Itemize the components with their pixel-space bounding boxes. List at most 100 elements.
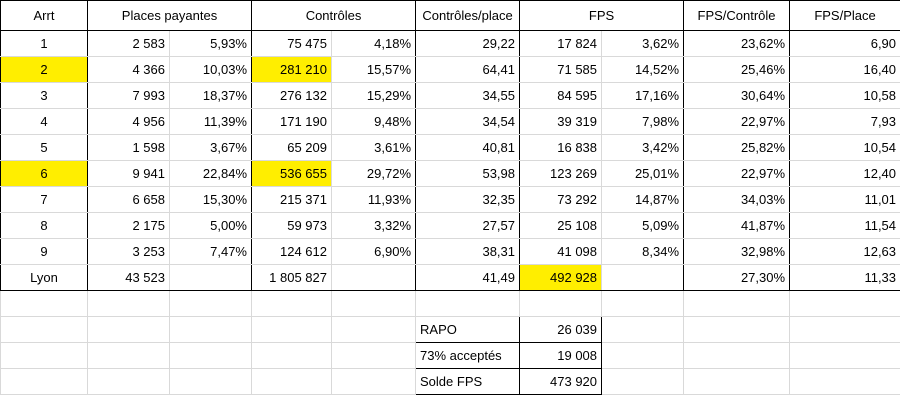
cell-controles-place[interactable]: 29,22 [415,30,521,57]
cell-fps-controle[interactable]: 41,87% [683,212,791,239]
empty-cell[interactable] [169,316,252,343]
cell-places[interactable]: 4 366 [87,56,170,83]
cell-fps-pct[interactable]: 25,01% [601,160,685,187]
cell-controles[interactable]: 276 132 [251,82,332,109]
cell-total-places-pct[interactable] [169,264,252,291]
cell-fps-place[interactable]: 10,54 [789,134,900,161]
summary-label[interactable]: 73% acceptés [415,342,521,369]
summary-value[interactable]: 473 920 [519,368,603,395]
empty-cell[interactable] [789,368,900,395]
cell-controles-place[interactable]: 34,54 [415,108,521,135]
cell-fps-pct[interactable]: 3,62% [601,30,685,57]
cell-fps-pct[interactable]: 14,52% [601,56,685,83]
cell-total-controles[interactable]: 1 805 827 [251,264,332,291]
cell-places[interactable]: 2 583 [87,30,170,57]
cell-controles-place[interactable]: 64,41 [415,56,521,83]
cell-controles[interactable]: 65 209 [251,134,332,161]
cell-fps-controle[interactable]: 30,64% [683,82,791,109]
empty-cell[interactable] [251,290,332,317]
cell-fps-place[interactable]: 10,58 [789,82,900,109]
cell-fps-place[interactable]: 6,90 [789,30,900,57]
cell-total-fps-controle[interactable]: 27,30% [683,264,791,291]
cell-total-arrt[interactable]: Lyon [0,264,88,291]
cell-places-pct[interactable]: 10,03% [169,56,252,83]
empty-cell[interactable] [683,316,791,343]
cell-places[interactable]: 3 253 [87,238,170,265]
cell-places[interactable]: 7 993 [87,82,170,109]
cell-controles-place[interactable]: 53,98 [415,160,521,187]
summary-value[interactable]: 26 039 [519,316,603,343]
header-places-payantes[interactable]: Places payantes [87,0,252,31]
cell-places[interactable]: 2 175 [87,212,170,239]
empty-cell[interactable] [683,342,791,369]
cell-places-pct[interactable]: 7,47% [169,238,252,265]
empty-cell[interactable] [601,342,685,369]
cell-arrt[interactable]: 9 [0,238,88,265]
empty-cell[interactable] [330,316,417,343]
empty-cell[interactable] [251,368,332,395]
cell-fps-controle[interactable]: 22,97% [683,160,791,187]
cell-arrt[interactable]: 7 [0,186,88,213]
cell-fps-controle[interactable]: 32,98% [683,238,791,265]
cell-fps-pct[interactable]: 14,87% [601,186,685,213]
cell-controles-place[interactable]: 32,35 [415,186,521,213]
cell-fps-controle[interactable]: 23,62% [683,30,791,57]
empty-cell[interactable] [601,368,685,395]
cell-fps[interactable]: 73 292 [519,186,603,213]
cell-controles-place[interactable]: 40,81 [415,134,521,161]
header-arrt[interactable]: Arrt [0,0,88,31]
empty-cell[interactable] [87,368,170,395]
cell-arrt[interactable]: 6 [0,160,88,187]
cell-places[interactable]: 6 658 [87,186,170,213]
cell-controles-pct[interactable]: 3,61% [330,134,417,161]
cell-fps-pct[interactable]: 3,42% [601,134,685,161]
cell-total-fps[interactable]: 492 928 [519,264,603,291]
cell-fps[interactable]: 123 269 [519,160,603,187]
cell-controles-place[interactable]: 38,31 [415,238,521,265]
cell-fps[interactable]: 17 824 [519,30,603,57]
cell-places[interactable]: 4 956 [87,108,170,135]
empty-cell[interactable] [789,316,900,343]
cell-fps[interactable]: 84 595 [519,82,603,109]
empty-cell[interactable] [169,368,252,395]
cell-arrt[interactable]: 4 [0,108,88,135]
cell-controles-pct[interactable]: 15,57% [330,56,417,83]
cell-fps-pct[interactable]: 17,16% [601,82,685,109]
header-fps-controle[interactable]: FPS/Contrôle [683,0,791,31]
cell-total-fps-place[interactable]: 11,33 [789,264,900,291]
cell-arrt[interactable]: 3 [0,82,88,109]
empty-cell[interactable] [169,290,252,317]
cell-fps-place[interactable]: 7,93 [789,108,900,135]
header-fps[interactable]: FPS [519,0,685,31]
cell-fps[interactable]: 39 319 [519,108,603,135]
empty-cell[interactable] [169,342,252,369]
cell-fps-controle[interactable]: 25,82% [683,134,791,161]
cell-controles-pct[interactable]: 15,29% [330,82,417,109]
cell-fps-pct[interactable]: 7,98% [601,108,685,135]
empty-cell[interactable] [87,342,170,369]
cell-fps-pct[interactable]: 5,09% [601,212,685,239]
header-controles[interactable]: Contrôles [250,0,417,31]
empty-cell[interactable] [87,316,170,343]
header-fps-place[interactable]: FPS/Place [789,0,900,31]
summary-label[interactable]: RAPO [415,316,521,343]
cell-controles[interactable]: 281 210 [251,56,332,83]
cell-controles[interactable]: 59 973 [251,212,332,239]
cell-controles-place[interactable]: 34,55 [415,82,521,109]
cell-arrt[interactable]: 8 [0,212,88,239]
cell-fps-place[interactable]: 12,40 [789,160,900,187]
cell-places-pct[interactable]: 18,37% [169,82,252,109]
cell-arrt[interactable]: 2 [0,56,88,83]
cell-fps-controle[interactable]: 25,46% [683,56,791,83]
cell-fps[interactable]: 25 108 [519,212,603,239]
cell-fps-controle[interactable]: 34,03% [683,186,791,213]
cell-places-pct[interactable]: 15,30% [169,186,252,213]
cell-fps[interactable]: 16 838 [519,134,603,161]
cell-fps[interactable]: 71 585 [519,56,603,83]
cell-fps-controle[interactable]: 22,97% [683,108,791,135]
cell-fps-pct[interactable]: 8,34% [601,238,685,265]
empty-cell[interactable] [683,368,791,395]
cell-fps-place[interactable]: 16,40 [789,56,900,83]
summary-label[interactable]: Solde FPS [415,368,521,395]
empty-cell[interactable] [415,290,521,317]
